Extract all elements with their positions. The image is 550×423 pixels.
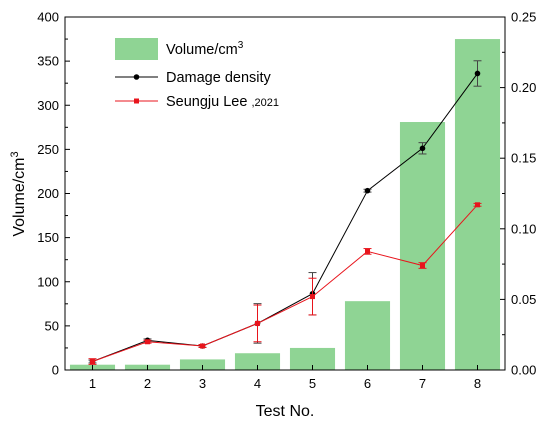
bars-layer bbox=[69, 39, 501, 370]
point-seungju-lee-2 bbox=[145, 339, 150, 345]
x-tick-label-5: 5 bbox=[309, 376, 316, 391]
point-seungju-lee-6 bbox=[365, 248, 370, 254]
point-seungju-lee-8 bbox=[475, 202, 480, 208]
bar-6 bbox=[344, 301, 391, 370]
x-axis-title: Test No. bbox=[256, 403, 315, 420]
point-damage-density-8 bbox=[474, 70, 481, 77]
y-left-tick-label-400: 400 bbox=[37, 10, 59, 25]
legend-swatch-volume bbox=[115, 38, 158, 60]
x-tick-label-3: 3 bbox=[199, 376, 206, 391]
y-right-tick-label-0.25: 0.25 bbox=[511, 10, 536, 25]
legend-label-volume: Volume/cm3 bbox=[166, 40, 244, 58]
legend-label-seungju-lee: Seungju Lee ,2021 bbox=[166, 94, 279, 110]
point-seungju-lee-7 bbox=[420, 263, 425, 269]
y-left-tick-label-50: 50 bbox=[45, 318, 59, 333]
bar-5 bbox=[289, 347, 336, 370]
legend-label-damage-density: Damage density bbox=[166, 70, 272, 86]
legend: Volume/cm3 Damage density Seungju Lee ,20… bbox=[115, 38, 279, 110]
legend-label-seungju-lee-base: Seungju Lee bbox=[166, 94, 247, 110]
y-left-tick-label-350: 350 bbox=[37, 54, 59, 69]
bar-4 bbox=[234, 353, 281, 370]
point-seungju-lee-4 bbox=[255, 320, 260, 326]
y-left-tick-label-0: 0 bbox=[52, 363, 59, 378]
x-tick-label-4: 4 bbox=[254, 376, 261, 391]
x-tick-label-1: 1 bbox=[89, 376, 96, 391]
point-seungju-lee-1 bbox=[90, 359, 95, 365]
ticks-layer: 0 50 100 150 200 250 300 350 400 0.00 0.05 0.10 0.15… bbox=[37, 10, 536, 392]
bar-7 bbox=[399, 122, 446, 370]
y-axis-left-title-base: Volume/cm bbox=[11, 157, 28, 236]
y-right-tick-label-0.00: 0.00 bbox=[511, 363, 536, 378]
y-left-tick-label-250: 250 bbox=[37, 142, 59, 157]
y-right-tick-label-0.20: 0.20 bbox=[511, 80, 536, 95]
x-tick-label-8: 8 bbox=[474, 376, 481, 391]
y-left-tick-label-200: 200 bbox=[37, 186, 59, 201]
y-axis-left-title-superscript: 3 bbox=[9, 151, 21, 157]
y-axis-left-title: Volume/cm3 bbox=[9, 151, 28, 236]
y-right-tick-label-0.15: 0.15 bbox=[511, 151, 536, 166]
point-damage-density-7 bbox=[419, 145, 426, 152]
legend-label-seungju-lee-suffix: ,2021 bbox=[251, 97, 279, 109]
lines-layer bbox=[88, 60, 482, 365]
series-line-damage-density bbox=[92, 73, 478, 362]
legend-marker-seungju-lee bbox=[134, 98, 139, 104]
x-tick-label-2: 2 bbox=[144, 376, 151, 391]
x-tick-label-7: 7 bbox=[419, 376, 426, 391]
y-right-tick-label-0.05: 0.05 bbox=[511, 292, 536, 307]
legend-marker-damage-density bbox=[133, 74, 140, 80]
point-seungju-lee-5 bbox=[310, 294, 315, 300]
legend-label-volume-base: Volume/cm bbox=[166, 42, 238, 58]
series-line-seungju-lee bbox=[92, 204, 478, 362]
x-tick-label-6: 6 bbox=[364, 376, 371, 391]
bar-3 bbox=[179, 359, 226, 370]
y-left-tick-label-150: 150 bbox=[37, 230, 59, 245]
y-right-tick-label-0.10: 0.10 bbox=[511, 221, 536, 236]
point-seungju-lee-3 bbox=[200, 343, 205, 349]
point-damage-density-6 bbox=[364, 187, 371, 194]
legend-label-volume-superscript: 3 bbox=[238, 40, 244, 51]
y-left-tick-label-100: 100 bbox=[37, 274, 59, 289]
y-left-tick-label-300: 300 bbox=[37, 98, 59, 113]
